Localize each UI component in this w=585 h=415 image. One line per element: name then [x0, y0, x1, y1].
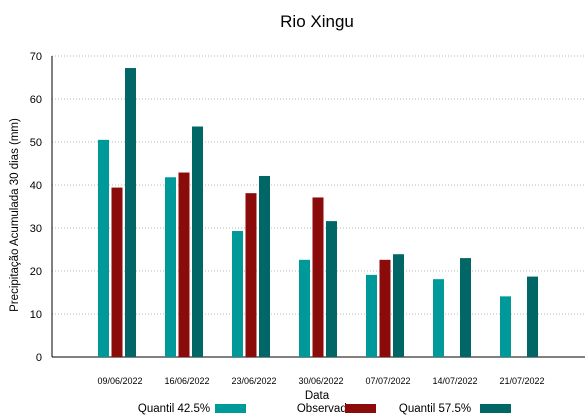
- y-tick-label: 0: [36, 352, 42, 364]
- legend-swatch: [480, 404, 511, 413]
- bar: [460, 258, 471, 357]
- y-tick-label: 50: [30, 137, 42, 149]
- bar: [500, 296, 511, 357]
- bar: [98, 139, 109, 357]
- bar: [259, 175, 270, 357]
- legend: Quantil 42.5% Observado Quantil 57.5%: [138, 403, 511, 415]
- bar: [379, 259, 391, 357]
- legend-label: Observado: [297, 403, 353, 415]
- bar: [178, 172, 190, 357]
- x-tick-label: 21/07/2022: [499, 376, 544, 386]
- bar: [433, 279, 444, 357]
- x-tick-labels: 09/06/2022 16/06/2022 23/06/2022 30/06/2022…: [97, 376, 544, 386]
- bar: [245, 193, 257, 357]
- y-tick-label: 70: [30, 51, 42, 63]
- x-axis-label: Data: [305, 390, 330, 402]
- legend-label: Quantil 42.5%: [138, 403, 210, 415]
- bar: [326, 221, 337, 357]
- bar: [312, 197, 324, 357]
- x-tick-label: 07/07/2022: [365, 376, 410, 386]
- y-tick-label: 30: [30, 223, 42, 235]
- x-tick-label: 16/06/2022: [164, 376, 209, 386]
- y-tick-label: 60: [30, 94, 42, 106]
- x-tick-label: 23/06/2022: [231, 376, 276, 386]
- y-tick-labels: 0 10 20 30 40 50 60 70: [30, 51, 42, 364]
- bar: [111, 187, 123, 357]
- x-tick-label: 30/06/2022: [298, 376, 343, 386]
- legend-swatch: [345, 404, 376, 413]
- grid-lines: [52, 55, 585, 315]
- bar: [299, 259, 310, 357]
- x-tick-label: 14/07/2022: [432, 376, 477, 386]
- bar: [232, 231, 243, 357]
- bar: [192, 126, 203, 358]
- legend-label: Quantil 57.5%: [399, 403, 471, 415]
- bar: [366, 274, 377, 357]
- bar: [165, 177, 176, 357]
- x-tick-label: 09/06/2022: [97, 376, 142, 386]
- y-tick-label: 20: [30, 266, 42, 278]
- bar: [527, 276, 538, 357]
- bar: [393, 254, 404, 357]
- y-tick-label: 10: [30, 309, 42, 321]
- chart-title: Rio Xingu: [280, 12, 354, 31]
- legend-swatch: [215, 404, 246, 413]
- y-tick-label: 40: [30, 180, 42, 192]
- bar: [125, 68, 136, 357]
- y-axis-label: Precipitação Acumulada 30 dias (mm): [9, 118, 21, 312]
- bars: [98, 68, 538, 358]
